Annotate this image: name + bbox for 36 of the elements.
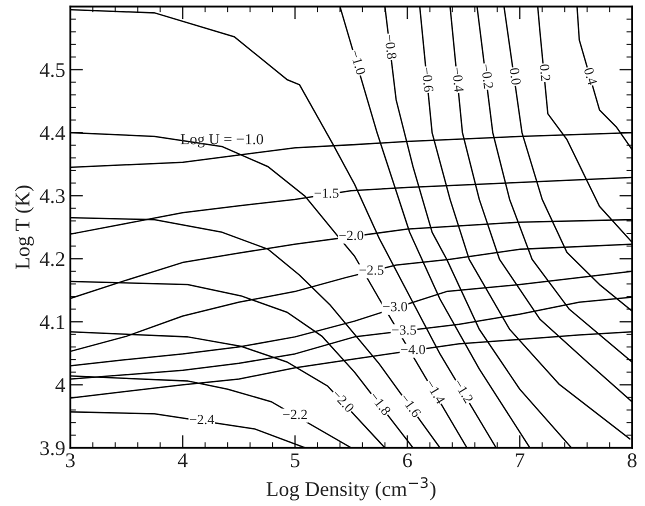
- annotation: −2.5: [360, 265, 384, 275]
- x-tick-label: 7: [516, 453, 524, 468]
- x-axis-title: Log Density (cm$^{−3}$): [266, 477, 436, 500]
- annotation: −1.2: [453, 378, 474, 404]
- y-tick-label: 4.4: [40, 126, 66, 140]
- annotation: −1.5: [314, 188, 339, 198]
- y-tick-label: 4.5: [40, 63, 65, 78]
- annotation: 0.2: [540, 64, 551, 81]
- x-tick-label: 6: [403, 453, 412, 468]
- x-tick-label: 3: [66, 453, 75, 468]
- y-tick-label: 3.9: [40, 441, 65, 456]
- annotation: −2.2: [283, 410, 307, 420]
- annotation: −0.4: [452, 67, 464, 92]
- y-tick-label: 4.2: [40, 252, 64, 266]
- y-tick-label: 4: [55, 378, 66, 392]
- annotation: −0.6: [422, 67, 434, 92]
- x-tick-label: 8: [628, 453, 637, 468]
- annotation: −3.0: [383, 302, 408, 312]
- x-tick-label: 4: [178, 453, 188, 468]
- y-axis-title: Log T (K): [14, 186, 34, 270]
- annotation: 0.4: [584, 67, 598, 86]
- annotation: −3.5: [392, 325, 416, 335]
- annotation: −1.0: [350, 50, 366, 76]
- annotation: 0.0: [509, 68, 522, 86]
- annotation: −4.0: [401, 344, 426, 354]
- annotation: −1.6: [400, 393, 422, 418]
- y-tick-label: 4.3: [40, 189, 65, 204]
- annotation: −2.0: [332, 389, 355, 414]
- y-tick-label: 4.1: [40, 315, 64, 330]
- x-tick-label: 5: [291, 453, 300, 468]
- annotation: −1.4: [425, 379, 446, 405]
- annotation: −0.2: [481, 64, 494, 89]
- annotation: −2.0: [339, 230, 364, 240]
- annotation: −1.8: [369, 391, 392, 416]
- annotation: −2.4: [190, 414, 214, 424]
- annotation: −0.8: [384, 34, 397, 60]
